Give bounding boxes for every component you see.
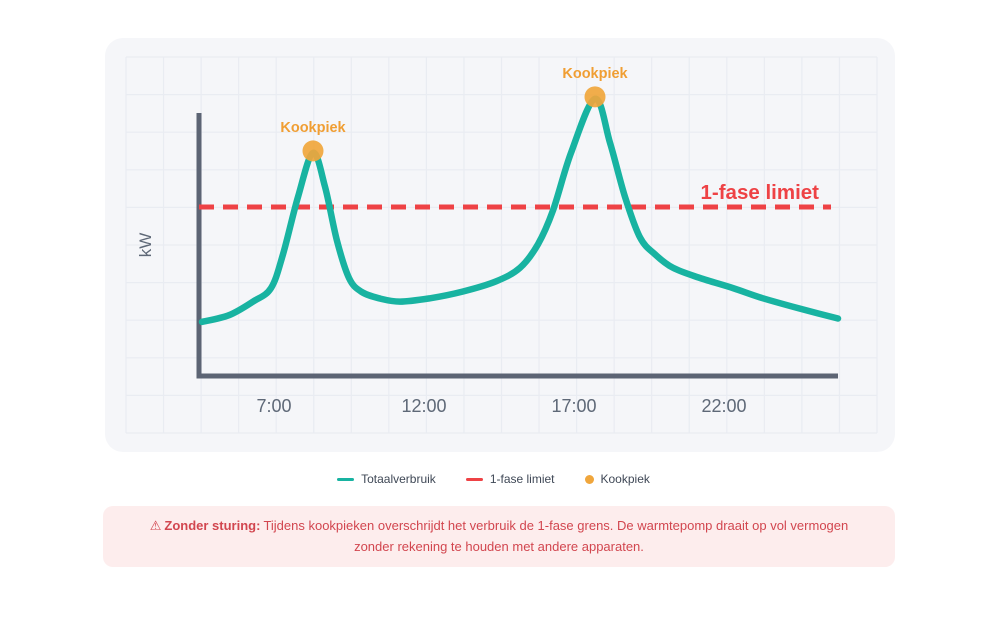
warning-banner: ⚠ Zonder sturing: Tijdens kookpieken overs… bbox=[103, 506, 895, 567]
consumption-chart: kW 7:00 12:00 17:00 22:00 1-fase limiet Kookpi… bbox=[125, 56, 878, 434]
totaalverbruik-line-swatch bbox=[337, 477, 355, 481]
x-tick-label: 22:00 bbox=[701, 396, 746, 416]
warning-text: ⚠ Zonder sturing: Tijdens kookpieken overs… bbox=[129, 515, 869, 558]
warning-body: Tijdens kookpieken overschrijdt het verb… bbox=[263, 518, 849, 555]
warning-title: Zonder sturing: bbox=[164, 518, 261, 533]
kookpiek-dot-swatch bbox=[584, 474, 594, 484]
kookpiek-marker bbox=[302, 140, 324, 162]
x-tick-label: 17:00 bbox=[551, 396, 596, 416]
legend-item-1-fase-limiet: 1-fase limiet bbox=[465, 472, 555, 486]
limiet-line-swatch bbox=[465, 477, 483, 481]
legend-label: Totaalverbruik bbox=[361, 472, 436, 486]
x-tick-label: 12:00 bbox=[401, 396, 446, 416]
chart-card: kW 7:00 12:00 17:00 22:00 1-fase limiet Kookpi… bbox=[105, 38, 895, 452]
warning-triangle-icon: ⚠ bbox=[149, 518, 162, 533]
totaalverbruik-line bbox=[198, 95, 842, 326]
kookpiek-label: Kookpiek bbox=[280, 120, 346, 136]
legend-item-totaalverbruik: Totaalverbruik bbox=[337, 472, 436, 486]
x-tick-label: 7:00 bbox=[256, 396, 291, 416]
kookpiek-marker bbox=[584, 86, 606, 108]
y-axis-label: kW bbox=[136, 233, 155, 258]
limit-label: 1-fase limiet bbox=[701, 181, 820, 204]
legend-item-kookpiek: Kookpiek bbox=[584, 472, 650, 486]
chart-legend: Totaalverbruik 1-fase limiet Kookpiek bbox=[0, 469, 987, 489]
kookpiek-label: Kookpiek bbox=[562, 66, 628, 82]
legend-label: 1-fase limiet bbox=[489, 472, 555, 486]
legend-label: Kookpiek bbox=[600, 472, 650, 486]
